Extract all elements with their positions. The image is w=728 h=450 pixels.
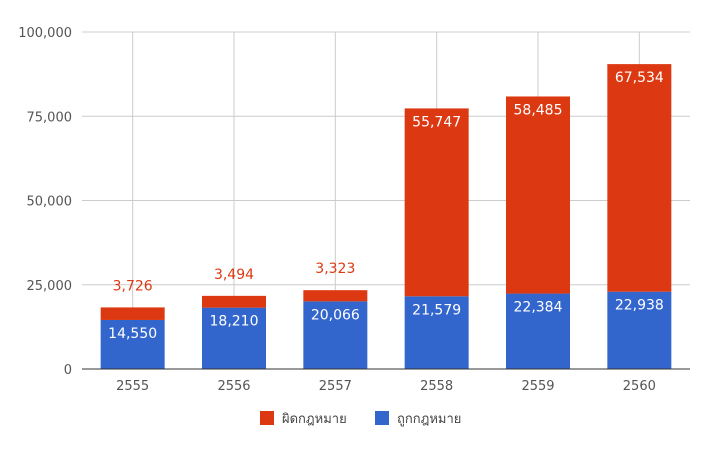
bar-value-label: 22,938 <box>615 298 664 314</box>
bar-value-label: 3,323 <box>315 261 355 277</box>
legend[interactable]: ผิดกฎหมาย ถูกกฎหมาย <box>260 411 461 427</box>
bar-segment[interactable] <box>607 64 672 292</box>
bar-value-label: 14,550 <box>108 326 157 342</box>
bar-segment[interactable] <box>303 301 368 369</box>
bar-segment[interactable] <box>100 319 165 369</box>
bar-segment[interactable] <box>303 290 368 302</box>
bar-value-label: 21,579 <box>412 302 461 318</box>
bar-segment[interactable] <box>506 96 570 294</box>
bars <box>100 64 672 369</box>
bar-value-label: 18,210 <box>210 314 259 330</box>
bar-segment[interactable] <box>404 296 469 369</box>
legend-item[interactable]: ผิดกฎหมาย <box>260 411 347 427</box>
bar-segment[interactable] <box>100 307 165 320</box>
bar-segment[interactable] <box>404 108 469 297</box>
bar-segment[interactable] <box>202 307 266 369</box>
legend-label: ถูกกฎหมาย <box>397 412 461 427</box>
bar-value-label: 20,066 <box>311 307 360 323</box>
x-tick-label: 2557 <box>319 379 352 394</box>
y-tick-label: 25,000 <box>27 279 73 294</box>
grid-lines <box>82 31 690 369</box>
axes: 0 25,000 50,000 75,000 100,000 2555 2556 2557 25… <box>18 26 690 394</box>
bar-value-label: 22,384 <box>514 300 563 316</box>
y-tick-label: 0 <box>64 363 72 378</box>
x-tick-label: 2559 <box>521 379 554 394</box>
bar-value-label: 67,534 <box>615 70 664 86</box>
bar-value-label: 55,747 <box>412 114 461 130</box>
bar-segment[interactable] <box>506 293 570 369</box>
bar-segment[interactable] <box>202 295 266 308</box>
y-tick-label: 75,000 <box>27 110 73 125</box>
y-tick-label: 100,000 <box>18 26 72 41</box>
legend-item[interactable]: ถูกกฎหมาย <box>375 411 461 427</box>
y-tick-label: 50,000 <box>27 195 73 210</box>
data-labels: 14,550 3,726 18,210 3,494 20,066 3,323 21,579 5… <box>108 70 664 342</box>
x-tick-label: 2560 <box>623 379 656 394</box>
bar-value-label: 3,726 <box>113 278 153 294</box>
bar-segment[interactable] <box>607 291 672 369</box>
legend-swatch <box>260 411 274 425</box>
bar-value-label: 3,494 <box>214 267 254 283</box>
x-tick-label: 2555 <box>116 379 149 394</box>
bar-value-label: 58,485 <box>514 102 563 118</box>
x-tick-label: 2556 <box>217 379 250 394</box>
legend-label: ผิดกฎหมาย <box>282 412 347 427</box>
x-tick-label: 2558 <box>420 379 453 394</box>
legend-swatch <box>375 411 389 425</box>
